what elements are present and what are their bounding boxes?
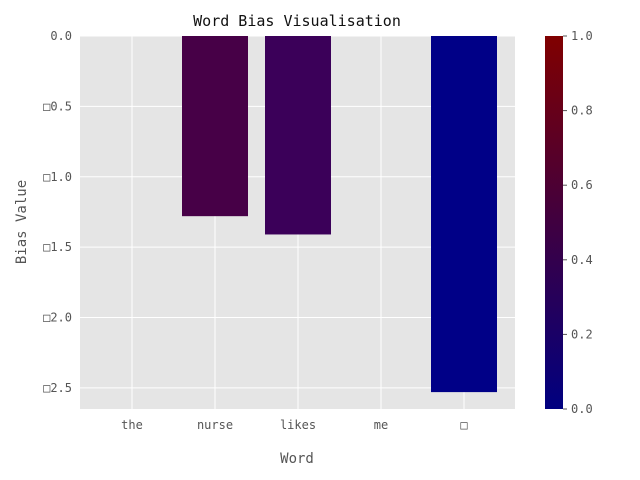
bar — [431, 36, 497, 393]
x-tick-labels: the nurse likes me □ — [121, 418, 467, 432]
y-tick-label: 0.0 — [50, 29, 72, 43]
colorbar-tick-label: 1.0 — [571, 29, 593, 43]
y-tick-label: □0.5 — [43, 99, 72, 113]
bar — [182, 36, 248, 217]
x-axis-label: Word — [280, 451, 314, 467]
colorbar-tick-label: 0.2 — [571, 327, 593, 341]
x-tick-label: likes — [280, 418, 316, 432]
colorbar-tick-label: 0.4 — [571, 253, 593, 267]
y-axis-label: Bias Value — [14, 180, 30, 264]
colorbar-ticks: 0.0 0.2 0.4 0.6 0.8 1.0 — [563, 29, 593, 416]
y-tick-label: □2.0 — [43, 311, 72, 325]
chart-title: Word Bias Visualisation — [193, 12, 401, 30]
bars — [182, 36, 497, 393]
y-tick-label: □2.5 — [43, 381, 72, 395]
x-tick-label: nurse — [197, 418, 233, 432]
colorbar-tick-label: 0.6 — [571, 178, 593, 192]
y-tick-label: □1.5 — [43, 240, 72, 254]
colorbar — [545, 36, 563, 409]
y-tick-label: □1.0 — [43, 170, 72, 184]
colorbar-tick-label: 0.8 — [571, 104, 593, 118]
x-tick-label: me — [374, 418, 388, 432]
colorbar-tick-label: 0.0 — [571, 402, 593, 416]
x-tick-label: □ — [460, 418, 467, 432]
x-tick-label: the — [121, 418, 143, 432]
bar — [265, 36, 331, 235]
y-tick-labels: 0.0 □0.5 □1.0 □1.5 □2.0 □2.5 — [43, 29, 72, 395]
